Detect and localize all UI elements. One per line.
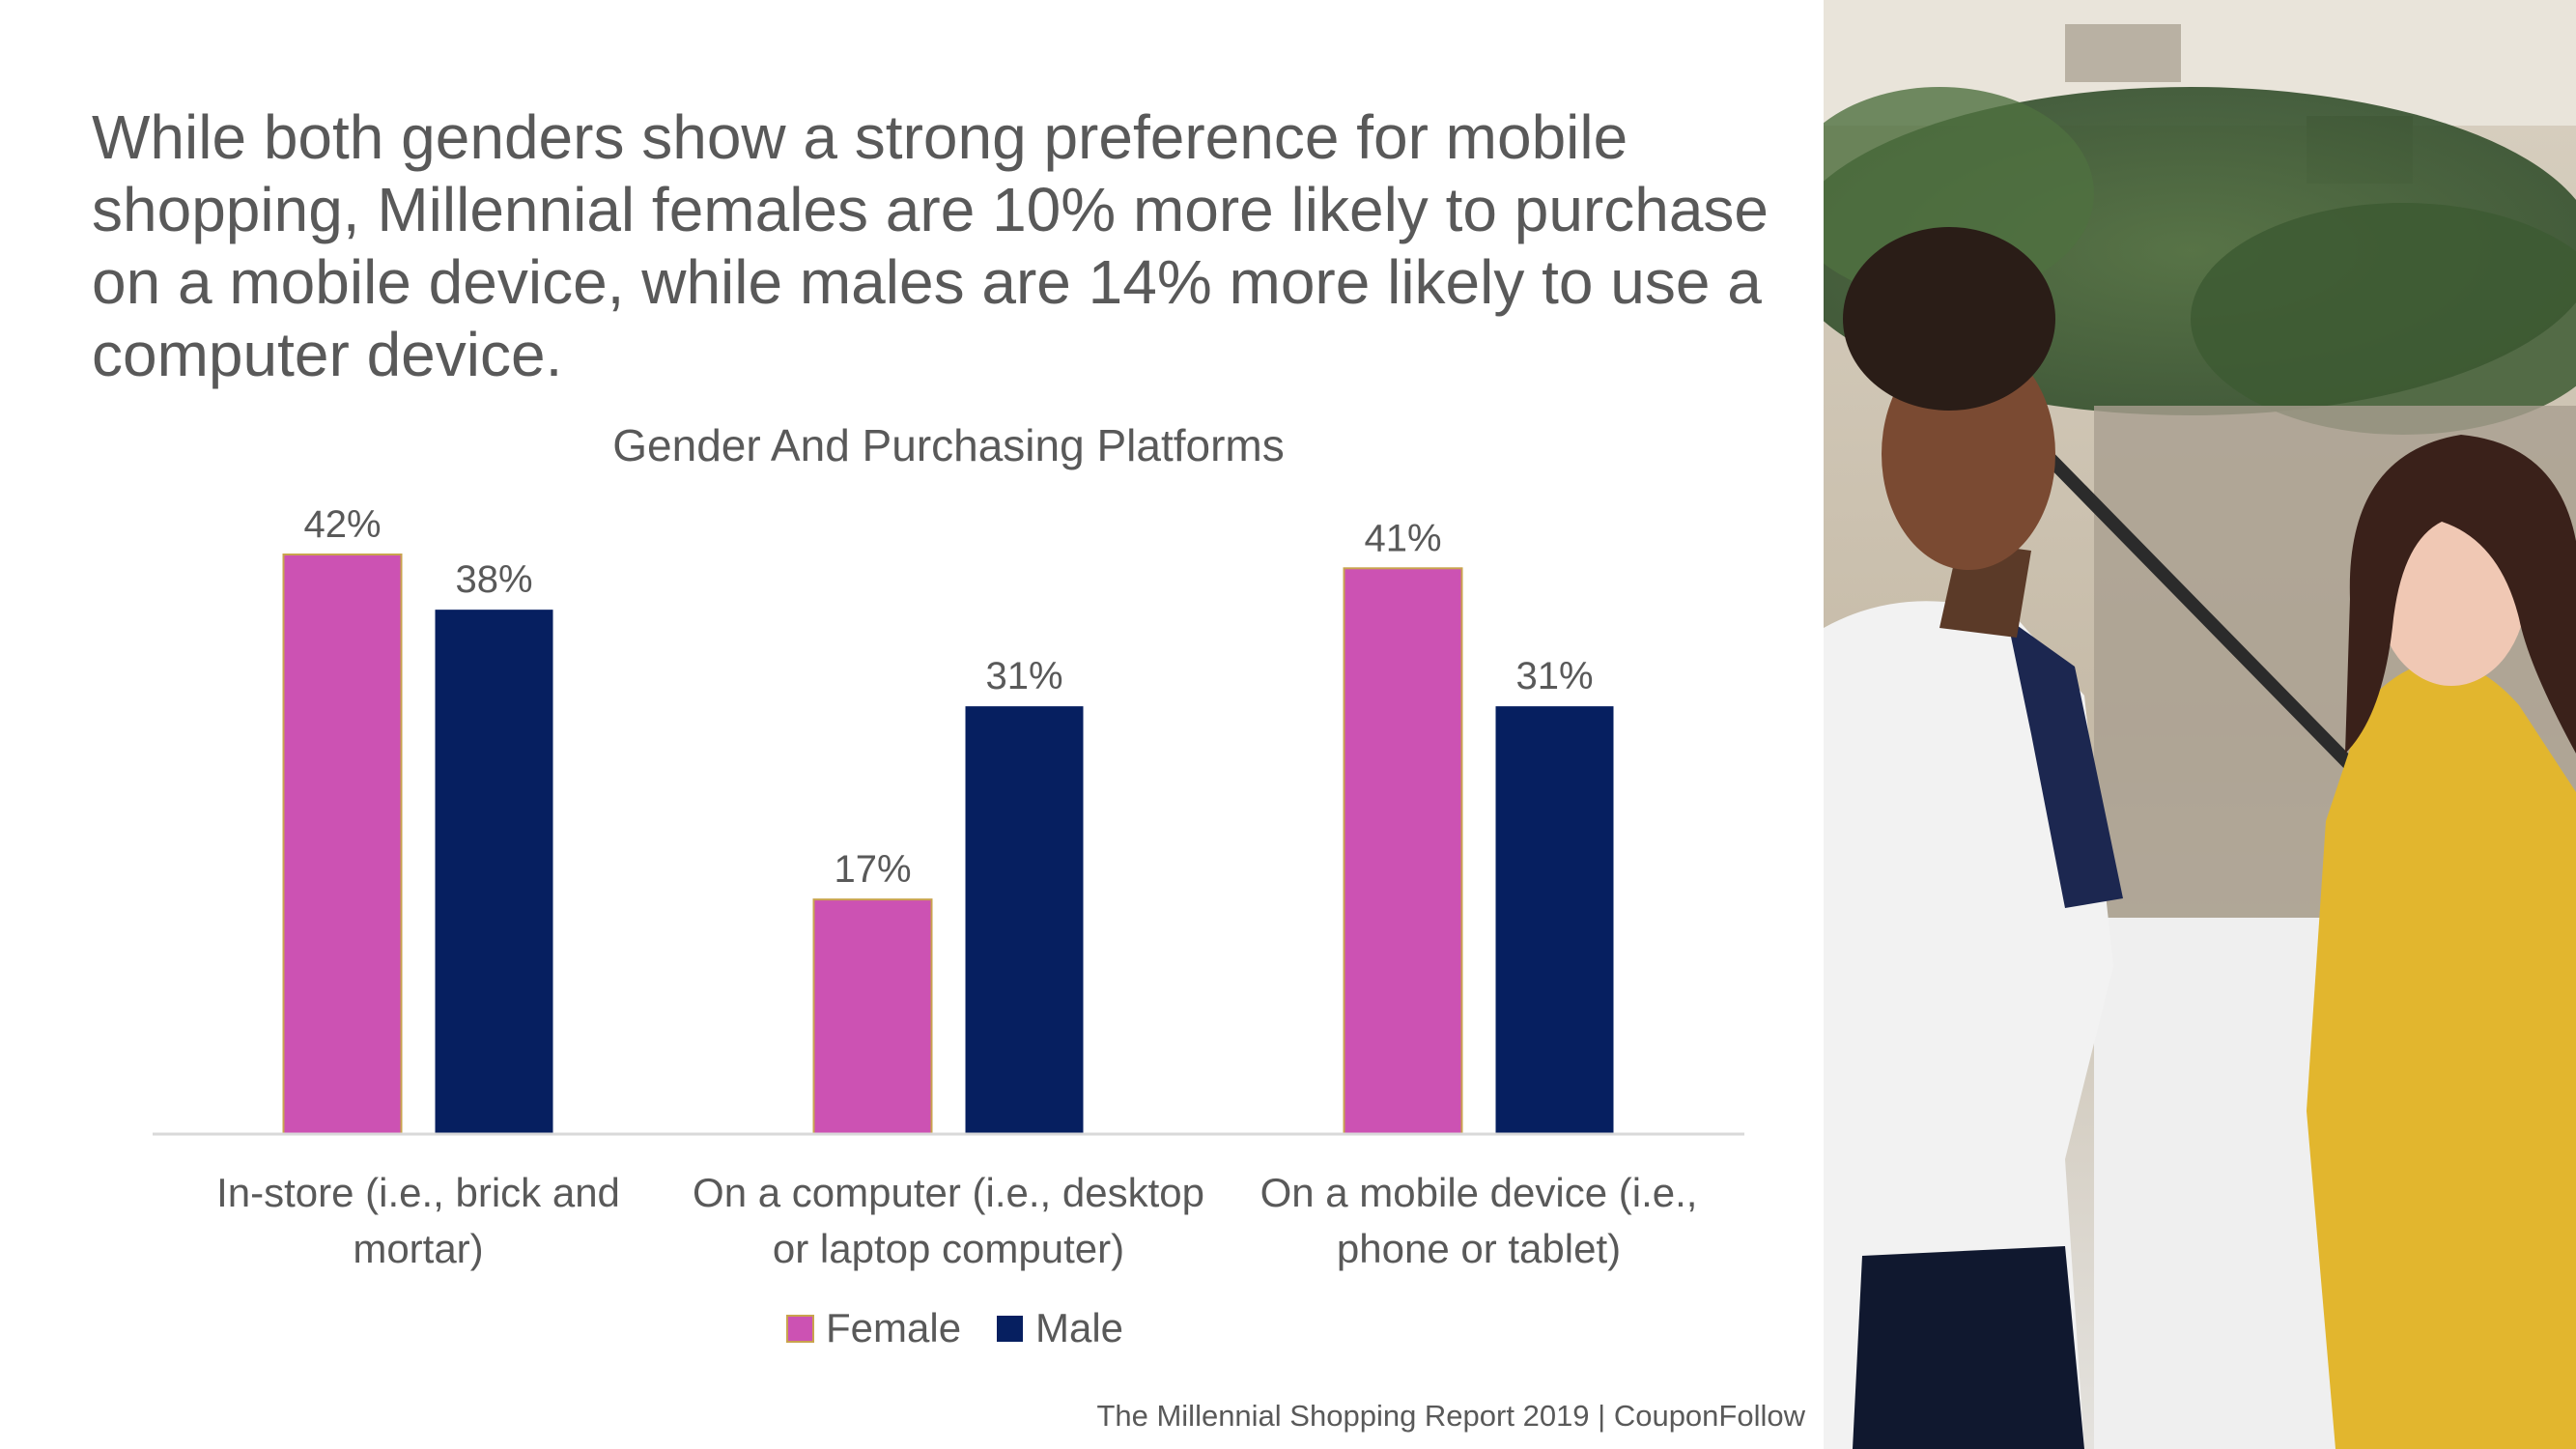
category-labels: In-store (i.e., brick and mortar) On a com… (216, 1170, 1697, 1271)
legend-label-male: Male (1035, 1305, 1123, 1350)
bar-male-2 (965, 706, 1084, 1134)
legend-swatch-male (997, 1316, 1023, 1342)
bar-male-3 (1495, 706, 1614, 1134)
source-footer: The Millennial Shopping Report 2019 | Co… (1096, 1399, 1805, 1433)
bar-female-3 (1343, 567, 1463, 1135)
legend-swatch-female (786, 1315, 814, 1343)
bar-female-2 (812, 898, 933, 1136)
bar-chart: Gender And Purchasing Platforms 42% 38% 17… (153, 420, 1744, 1350)
data-label-male-1: 38% (455, 558, 532, 601)
data-label-female-2: 17% (834, 848, 911, 891)
photo-two-people (1824, 0, 2576, 1449)
data-label-female-3: 41% (1364, 517, 1441, 559)
category-label-1-line-1: In-store (i.e., brick and (216, 1170, 620, 1215)
category-label-3-line-2: phone or tablet) (1337, 1226, 1621, 1271)
data-label-male-2: 31% (985, 655, 1062, 697)
chart-title: Gender And Purchasing Platforms (612, 420, 1284, 470)
legend-label-female: Female (826, 1305, 961, 1350)
category-label-2-line-1: On a computer (i.e., desktop (693, 1170, 1204, 1215)
category-label-1-line-2: mortar) (353, 1226, 483, 1271)
data-label-female-1: 42% (303, 503, 381, 546)
bars-layer: 42% 38% 17% 31% 41% 31% (282, 503, 1614, 1136)
category-label-3-line-1: On a mobile device (i.e., (1260, 1170, 1698, 1215)
category-label-2-line-2: or laptop computer) (773, 1226, 1124, 1271)
slide-headline: While both genders show a strong prefere… (92, 102, 1769, 389)
bar-female-1 (282, 554, 403, 1135)
data-label-male-3: 31% (1515, 655, 1593, 697)
bar-male-1 (435, 610, 553, 1134)
legend: Female Male (786, 1305, 1123, 1350)
